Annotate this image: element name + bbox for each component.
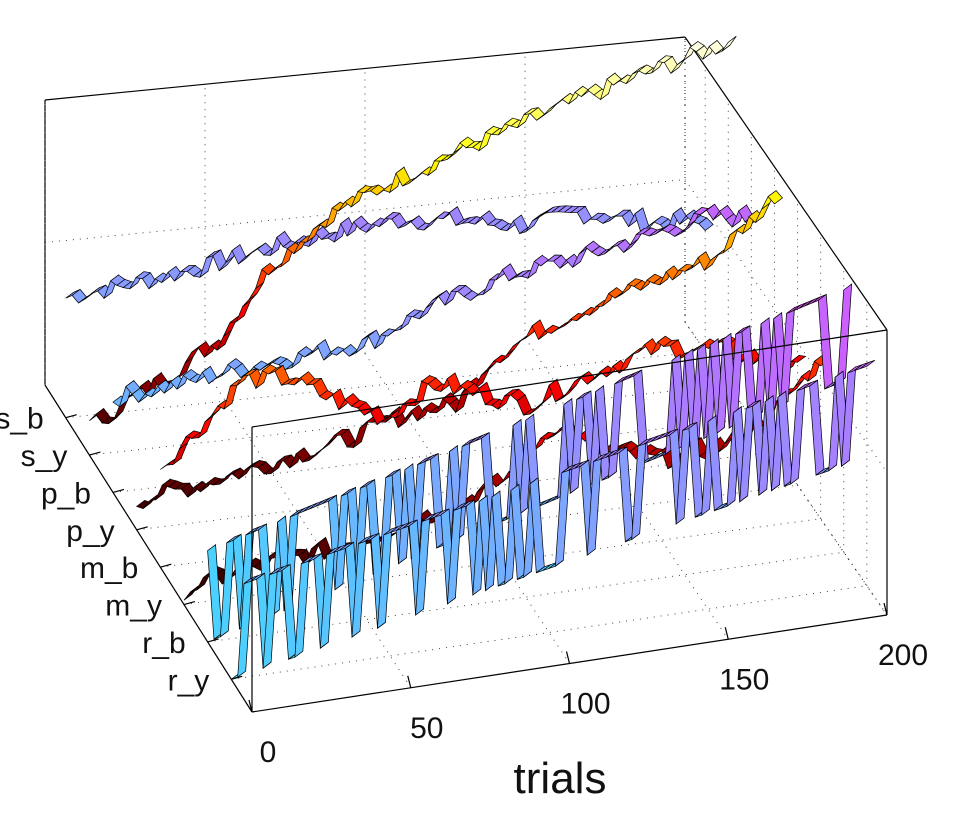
category-tick-mark	[160, 563, 172, 568]
ribbon-segment	[419, 301, 435, 320]
category-tick-label: r_b	[142, 627, 185, 660]
x-tick-mark	[724, 627, 729, 640]
ribbon-segment	[790, 383, 806, 485]
ribbon-segment	[446, 372, 462, 396]
category-tick-mark	[112, 488, 125, 494]
category-tick-label: s_b	[0, 403, 44, 436]
category-tick-mark	[65, 414, 77, 419]
ribbon-segment	[331, 388, 348, 411]
category-tick-label: m_y	[105, 590, 162, 623]
grid-line	[204, 368, 412, 689]
box-edge	[44, 36, 686, 101]
box-edge	[44, 384, 253, 713]
series-ribbon-m_b	[160, 335, 807, 470]
series-ribbon-p_b	[112, 203, 761, 408]
category-tick-label: p_y	[66, 515, 114, 548]
ribbon-segment	[196, 571, 212, 591]
ribbon-segment	[722, 228, 739, 254]
category-ticks: s_b s_y p_b p_y m_b m_y r_b r_y	[0, 403, 243, 697]
ribbon-segment	[172, 441, 189, 466]
category-tick-label: r_y	[168, 664, 210, 697]
x-tick-label: 50	[410, 712, 443, 745]
ribbon-segment	[281, 563, 297, 660]
category-tick-mark	[207, 638, 219, 643]
ribbon-segment	[817, 293, 833, 390]
x-tick-mark	[407, 675, 412, 688]
ribbon-segment	[836, 283, 853, 385]
x-tick-mark	[883, 602, 888, 616]
box-edge	[684, 36, 888, 331]
x-ticks: 0 50 100 150 200	[248, 602, 928, 769]
ribbon-segment	[294, 556, 310, 658]
ribbon-segment	[184, 346, 200, 363]
ribbon-segment	[197, 414, 214, 439]
series-ribbon-s_b	[65, 205, 714, 304]
ribbon-segment	[767, 190, 784, 205]
category-tick-label: m_b	[80, 552, 138, 585]
series-ribbon-s_y	[89, 35, 737, 425]
x-tick-label: 200	[878, 639, 928, 672]
category-tick-mark	[231, 675, 243, 680]
category-tick-mark	[89, 451, 101, 456]
ribbon-segment	[231, 244, 247, 265]
ribbon-segment	[71, 288, 88, 304]
ribbon-segment	[506, 340, 522, 356]
category-tick-label: p_b	[41, 477, 91, 510]
ribbon-segment	[860, 359, 876, 369]
x-tick-label: 100	[560, 688, 610, 721]
ribbon-segment	[342, 344, 358, 357]
box-edge	[251, 329, 888, 428]
ribbon-segment	[316, 339, 333, 361]
ribbon-segment	[352, 421, 369, 449]
x-axis-label: trials	[514, 754, 607, 803]
series-ribbon-p_y	[135, 190, 784, 509]
ribbon-segment	[501, 263, 518, 282]
category-tick-mark	[136, 526, 148, 531]
category-tick-label: s_y	[21, 440, 68, 473]
ribbon-segment	[721, 35, 737, 52]
ribbon-segment	[207, 544, 223, 640]
x-tick-label: 0	[260, 736, 277, 769]
category-tick-mark	[183, 600, 196, 606]
ribbon-segment	[809, 379, 825, 476]
ribbon-segment	[580, 371, 596, 385]
ribbon-segment	[219, 536, 236, 638]
x-tick-label: 150	[719, 663, 769, 696]
data-ribbons	[65, 35, 876, 680]
series-ribbon-r_y	[231, 359, 876, 680]
ribbon-segment	[554, 465, 571, 567]
ribbon-segment	[235, 299, 252, 323]
ribbon-segment	[698, 217, 714, 231]
ribbon-segment	[531, 319, 547, 341]
ribbon-segment	[688, 421, 704, 518]
ribbon-segment	[618, 446, 634, 543]
ribbon-segment	[380, 328, 397, 337]
x-tick-mark	[248, 699, 253, 713]
ribbon-segment	[790, 355, 807, 363]
x-tick-mark	[565, 651, 571, 664]
